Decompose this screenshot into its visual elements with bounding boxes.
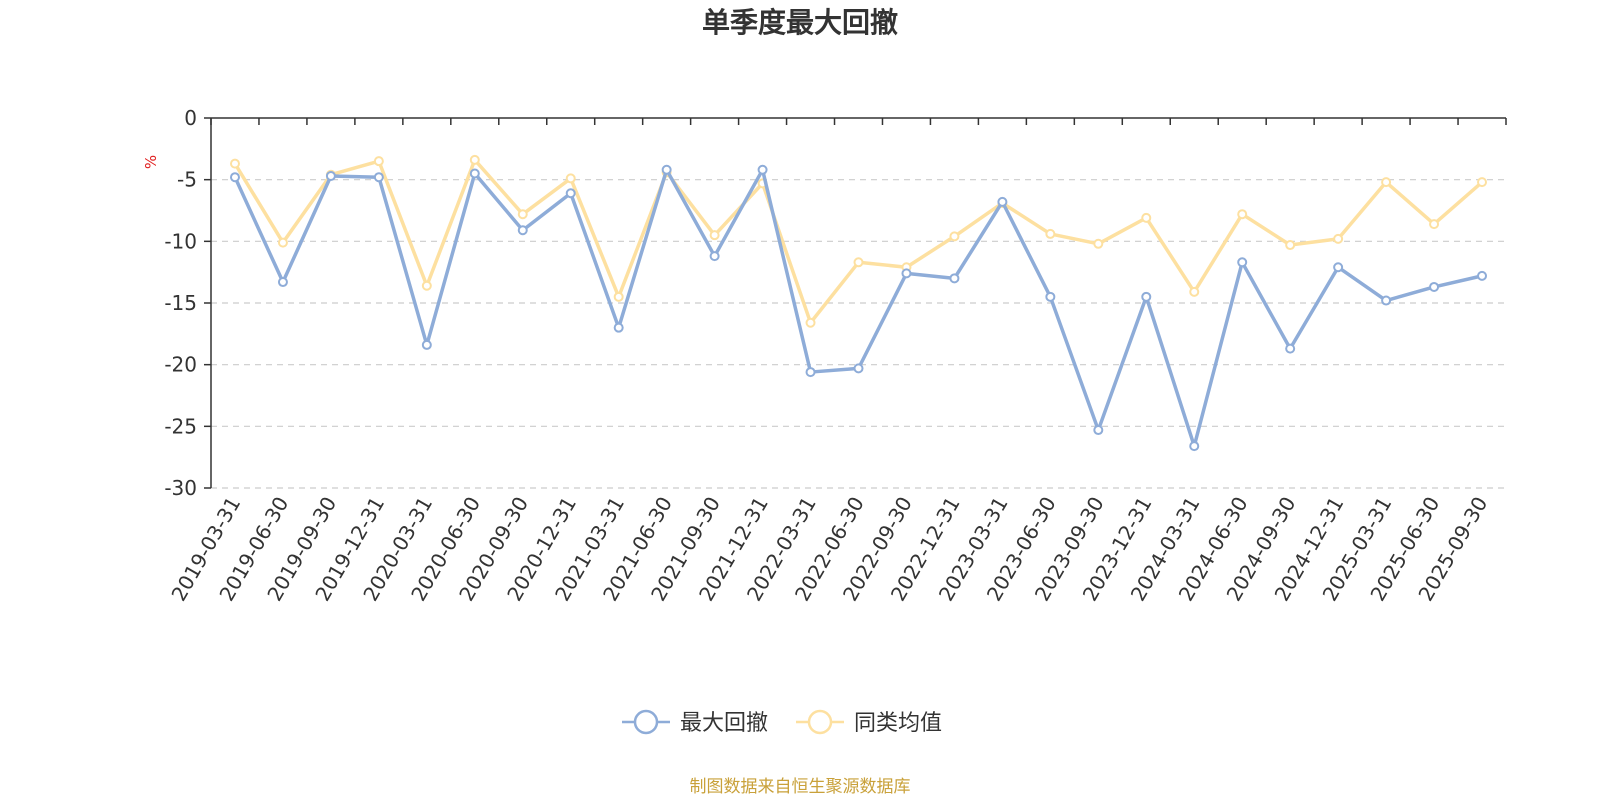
data-point — [1045, 291, 1056, 302]
data-point — [565, 188, 576, 199]
legend-marker-icon — [807, 709, 833, 735]
data-point — [709, 251, 720, 262]
data-point — [277, 237, 288, 248]
data-point — [613, 322, 624, 333]
data-point — [1141, 212, 1152, 223]
data-point — [421, 280, 432, 291]
data-point — [853, 363, 864, 374]
data-point — [1429, 281, 1440, 292]
legend-item[interactable]: 最大回撤 — [622, 709, 768, 736]
data-point — [1477, 177, 1488, 188]
series-1 — [229, 154, 1488, 328]
legend-item[interactable]: 同类均值 — [796, 709, 942, 736]
data-point — [517, 209, 528, 220]
data-point — [277, 277, 288, 288]
y-tick-label: 0 — [184, 106, 197, 130]
data-point — [1285, 240, 1296, 251]
data-point — [805, 317, 816, 328]
data-point — [469, 154, 480, 165]
data-point — [1381, 177, 1392, 188]
data-point — [1237, 209, 1248, 220]
data-point — [1429, 219, 1440, 230]
y-tick-labels: 0 -5 -10 -15 -20 -25 -30 — [164, 106, 197, 500]
data-point — [229, 158, 240, 169]
data-point — [997, 196, 1008, 207]
data-point — [805, 367, 816, 378]
data-point — [1333, 233, 1344, 244]
data-point — [949, 273, 960, 284]
data-point — [613, 291, 624, 302]
data-point — [661, 164, 672, 175]
y-tick-label: -15 — [164, 291, 197, 315]
data-point — [469, 168, 480, 179]
legend-marker-icon — [633, 709, 659, 735]
data-point — [1285, 343, 1296, 354]
legend-label: 最大回撤 — [680, 711, 768, 736]
data-source-note: 制图数据来自恒生聚源数据库 — [690, 777, 911, 797]
chart-title: 单季度最大回撤 — [702, 6, 898, 39]
data-point — [421, 339, 432, 350]
data-point — [325, 170, 336, 181]
data-point — [229, 172, 240, 183]
data-point — [1189, 286, 1200, 297]
data-point — [1237, 257, 1248, 268]
y-tick-label: -30 — [164, 476, 197, 500]
y-axis-unit-label: % — [142, 155, 160, 169]
data-point — [853, 257, 864, 268]
axes — [204, 117, 1507, 489]
data-point — [373, 172, 384, 183]
data-point — [1477, 270, 1488, 281]
data-point — [373, 156, 384, 167]
series-0 — [229, 164, 1488, 452]
data-point — [1333, 262, 1344, 273]
x-tick-labels: 2019-03-312019-06-302019-09-302019-12-31… — [166, 492, 1492, 605]
series-lines — [229, 154, 1488, 452]
y-tick-label: -20 — [164, 353, 197, 377]
data-point — [1381, 295, 1392, 306]
y-tick-label: -5 — [177, 168, 197, 192]
data-point — [1093, 238, 1104, 249]
legend[interactable]: 最大回撤 同类均值 — [622, 709, 942, 736]
data-point — [1045, 228, 1056, 239]
data-point — [757, 164, 768, 175]
data-point — [709, 230, 720, 241]
data-point — [949, 231, 960, 242]
data-point — [565, 173, 576, 184]
data-point — [517, 225, 528, 236]
data-point — [901, 268, 912, 279]
y-tick-label: -25 — [164, 414, 197, 438]
data-point — [1189, 441, 1200, 452]
legend-label: 同类均值 — [854, 711, 942, 736]
data-point — [1141, 291, 1152, 302]
data-point — [1093, 425, 1104, 436]
y-tick-label: -10 — [164, 229, 197, 253]
series-line — [233, 168, 1483, 448]
